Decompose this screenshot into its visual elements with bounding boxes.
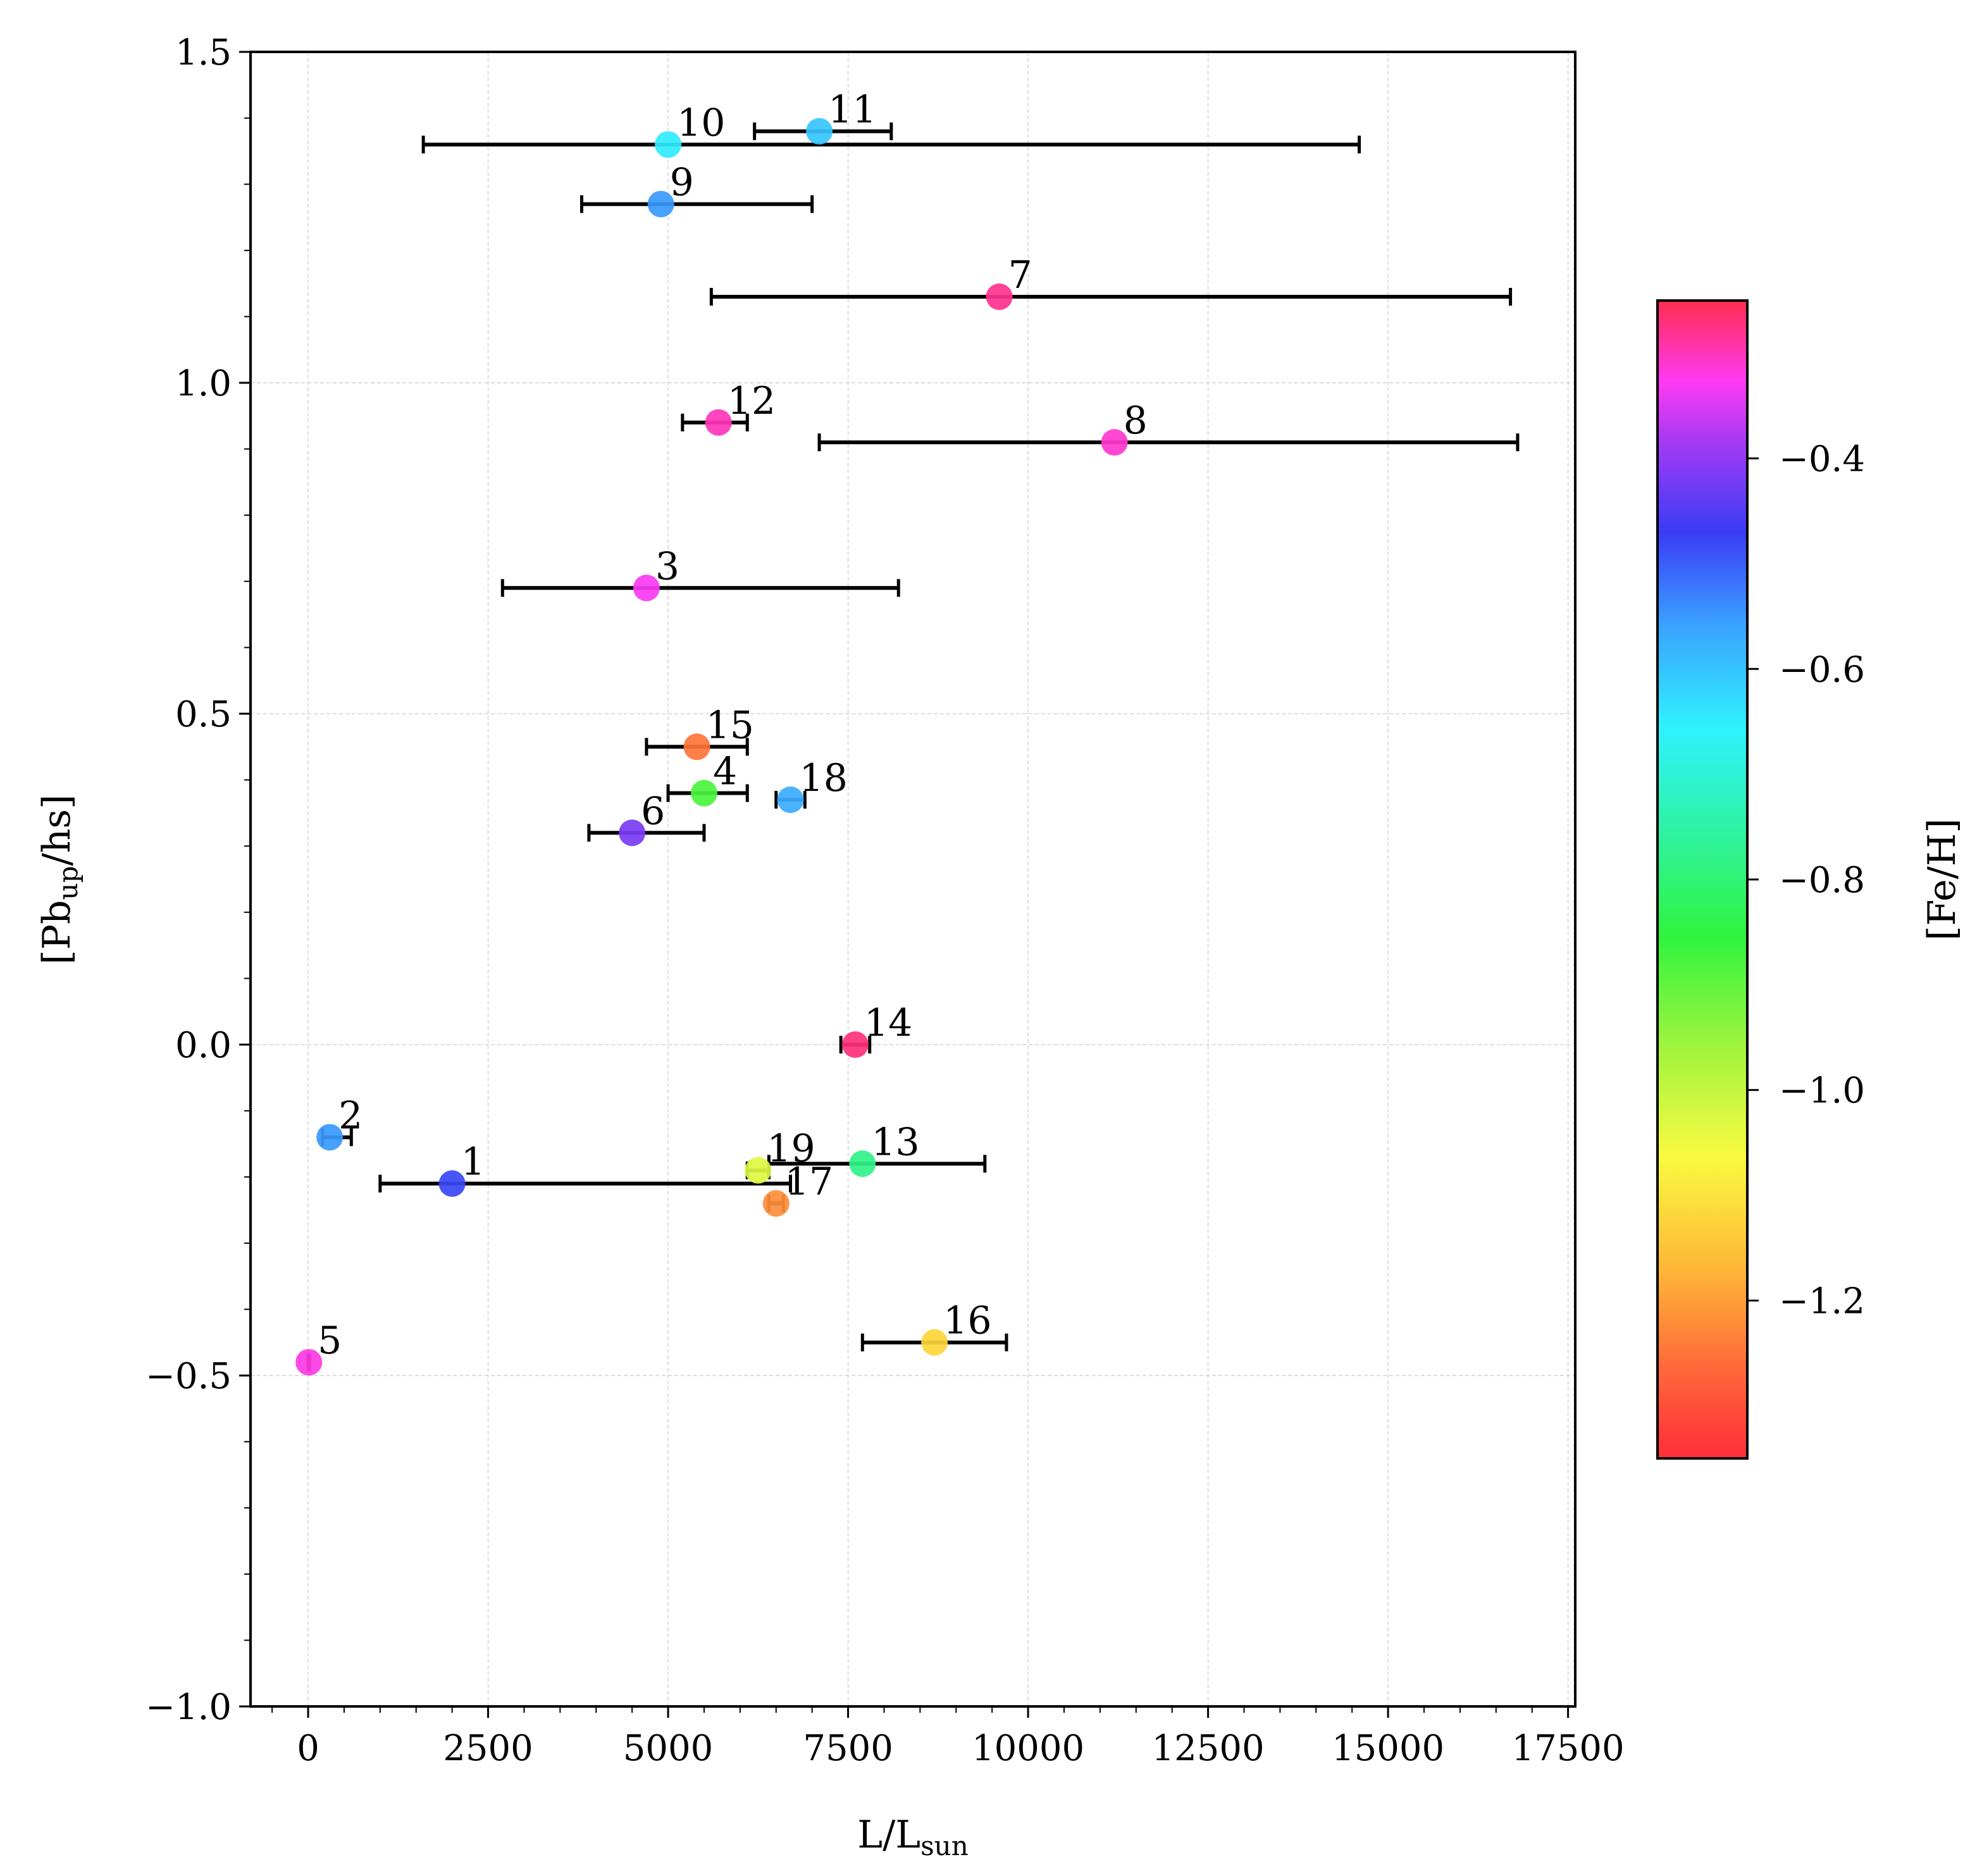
marker-2 bbox=[316, 1124, 344, 1151]
x-tick-labels: 0 2500 5000 7500 10000 12500 15000 17500 bbox=[297, 1728, 1624, 1769]
colorbar-tick-label: −1.2 bbox=[1779, 1281, 1865, 1322]
point-label-15: 15 bbox=[706, 703, 754, 747]
y-tick-label: 1.5 bbox=[175, 32, 232, 73]
marker-7 bbox=[986, 283, 1013, 311]
y-axis-title: [Pbup/hs] bbox=[35, 794, 84, 964]
colorbar-ticks: −0.4 −0.6 −0.8 −1.0 −1.2 bbox=[1747, 439, 1865, 1322]
x-tick-label: 0 bbox=[297, 1728, 319, 1769]
marker-19 bbox=[745, 1157, 772, 1184]
colorbar-tick-label: −1.0 bbox=[1779, 1071, 1865, 1112]
marker-16 bbox=[921, 1329, 948, 1356]
marker-6 bbox=[619, 819, 646, 847]
point-label-4: 4 bbox=[713, 750, 737, 794]
y-tick-label: −1.0 bbox=[146, 1687, 232, 1728]
colorbar-tick-label: −0.4 bbox=[1779, 439, 1865, 480]
y-tick-label: 0.0 bbox=[175, 1025, 232, 1066]
marker-1 bbox=[438, 1170, 466, 1197]
point-label-9: 9 bbox=[670, 161, 694, 205]
marker-8 bbox=[1101, 429, 1128, 456]
axis-ticks bbox=[239, 51, 1570, 1718]
grid bbox=[251, 52, 1575, 1706]
point-label-11: 11 bbox=[828, 88, 876, 132]
point-label-12: 12 bbox=[728, 379, 776, 423]
point-label-7: 7 bbox=[1008, 253, 1032, 297]
marker-5 bbox=[295, 1349, 323, 1376]
x-axis-title-subscript: sun bbox=[920, 1830, 969, 1861]
colorbar-tick-label: −0.8 bbox=[1779, 860, 1865, 901]
error-bars bbox=[306, 122, 1520, 1372]
y-tick-labels: −1.0 −0.5 0.0 0.5 1.0 1.5 bbox=[146, 32, 232, 1728]
x-tick-label: 7500 bbox=[803, 1728, 893, 1769]
colorbar: −0.4 −0.6 −0.8 −1.0 −1.2 [Fe/H] bbox=[1656, 299, 1964, 1460]
point-label-18: 18 bbox=[800, 756, 848, 800]
marker-4 bbox=[690, 780, 717, 807]
point-label-17: 17 bbox=[785, 1160, 833, 1204]
point-label-10: 10 bbox=[677, 101, 725, 145]
data-markers bbox=[295, 118, 1128, 1376]
point-label-13: 13 bbox=[871, 1120, 919, 1164]
point-label-19: 19 bbox=[767, 1127, 815, 1171]
point-label-5: 5 bbox=[318, 1319, 342, 1363]
marker-18 bbox=[777, 786, 804, 813]
point-label-1: 1 bbox=[461, 1140, 485, 1184]
x-axis-title: L/Lsun bbox=[857, 1813, 969, 1861]
marker-11 bbox=[806, 118, 833, 145]
colorbar-title: [Fe/H] bbox=[1920, 818, 1964, 940]
marker-3 bbox=[633, 575, 660, 602]
marker-10 bbox=[655, 131, 682, 158]
marker-17 bbox=[762, 1190, 790, 1217]
y-tick-label: 0.5 bbox=[175, 694, 232, 735]
x-tick-label: 5000 bbox=[623, 1728, 714, 1769]
point-label-16: 16 bbox=[943, 1299, 991, 1343]
point-label-3: 3 bbox=[655, 544, 679, 588]
point-label-2: 2 bbox=[338, 1093, 362, 1138]
x-tick-label: 10000 bbox=[972, 1728, 1084, 1769]
colorbar-gradient bbox=[1656, 299, 1749, 1460]
point-label-8: 8 bbox=[1124, 399, 1148, 443]
marker-12 bbox=[705, 409, 732, 436]
y-tick-label: −0.5 bbox=[146, 1356, 232, 1397]
x-tick-label: 12500 bbox=[1152, 1728, 1265, 1769]
marker-15 bbox=[683, 733, 710, 761]
marker-13 bbox=[849, 1150, 876, 1177]
x-tick-label: 2500 bbox=[443, 1728, 533, 1769]
colorbar-tick-label: −0.6 bbox=[1779, 649, 1865, 690]
y-tick-label: 1.0 bbox=[175, 363, 232, 404]
point-label-6: 6 bbox=[641, 789, 665, 833]
x-tick-label: 15000 bbox=[1332, 1728, 1444, 1769]
marker-14 bbox=[841, 1031, 869, 1058]
point-label-14: 14 bbox=[864, 1001, 912, 1045]
y-axis-title-subscript: up bbox=[53, 866, 84, 900]
plot-frame bbox=[249, 51, 1577, 1708]
x-tick-label: 17500 bbox=[1512, 1728, 1625, 1769]
marker-9 bbox=[647, 190, 674, 218]
